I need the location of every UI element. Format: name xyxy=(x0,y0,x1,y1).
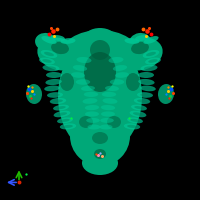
Ellipse shape xyxy=(81,86,95,91)
Ellipse shape xyxy=(46,66,56,70)
Ellipse shape xyxy=(84,92,98,97)
Ellipse shape xyxy=(63,125,73,128)
Ellipse shape xyxy=(60,73,74,91)
Ellipse shape xyxy=(50,94,60,96)
Ellipse shape xyxy=(94,149,106,159)
Ellipse shape xyxy=(140,94,150,96)
Ellipse shape xyxy=(130,111,146,117)
Ellipse shape xyxy=(141,73,151,76)
Ellipse shape xyxy=(88,124,101,130)
Ellipse shape xyxy=(138,72,154,78)
Ellipse shape xyxy=(124,123,140,129)
Ellipse shape xyxy=(90,40,110,60)
Ellipse shape xyxy=(125,38,139,44)
Ellipse shape xyxy=(53,99,63,103)
Ellipse shape xyxy=(133,112,143,116)
Ellipse shape xyxy=(70,106,130,166)
Ellipse shape xyxy=(82,151,118,175)
Ellipse shape xyxy=(50,98,66,104)
Ellipse shape xyxy=(61,38,75,44)
Ellipse shape xyxy=(127,125,137,128)
Ellipse shape xyxy=(137,99,147,103)
Ellipse shape xyxy=(100,118,114,123)
Ellipse shape xyxy=(42,59,52,63)
Ellipse shape xyxy=(35,33,57,51)
Ellipse shape xyxy=(143,50,159,58)
Ellipse shape xyxy=(57,112,67,116)
Ellipse shape xyxy=(109,57,123,63)
Ellipse shape xyxy=(143,87,153,90)
Ellipse shape xyxy=(131,42,149,54)
Ellipse shape xyxy=(102,92,116,97)
Ellipse shape xyxy=(76,79,90,85)
Ellipse shape xyxy=(44,52,54,56)
Ellipse shape xyxy=(158,84,174,104)
Ellipse shape xyxy=(143,36,159,44)
Ellipse shape xyxy=(44,86,60,91)
Ellipse shape xyxy=(57,117,73,123)
Ellipse shape xyxy=(134,98,150,104)
Ellipse shape xyxy=(39,58,55,64)
Ellipse shape xyxy=(146,52,156,56)
Ellipse shape xyxy=(41,50,57,58)
Ellipse shape xyxy=(51,35,65,41)
Ellipse shape xyxy=(129,33,151,51)
Ellipse shape xyxy=(135,35,149,41)
Ellipse shape xyxy=(127,117,143,123)
Ellipse shape xyxy=(26,84,42,104)
Ellipse shape xyxy=(46,72,62,78)
Ellipse shape xyxy=(119,38,163,70)
Ellipse shape xyxy=(103,98,117,104)
Ellipse shape xyxy=(84,52,116,92)
Ellipse shape xyxy=(148,59,158,63)
Ellipse shape xyxy=(110,79,124,85)
Ellipse shape xyxy=(37,38,81,70)
Ellipse shape xyxy=(131,105,147,111)
Ellipse shape xyxy=(130,119,140,122)
Ellipse shape xyxy=(134,106,144,109)
Ellipse shape xyxy=(49,80,59,84)
Ellipse shape xyxy=(56,106,66,109)
Ellipse shape xyxy=(101,111,115,117)
Ellipse shape xyxy=(53,105,69,111)
Ellipse shape xyxy=(47,92,63,98)
Ellipse shape xyxy=(105,86,119,91)
Ellipse shape xyxy=(141,65,157,71)
Ellipse shape xyxy=(60,119,70,122)
Ellipse shape xyxy=(83,98,97,104)
Ellipse shape xyxy=(92,132,108,144)
Ellipse shape xyxy=(141,80,151,84)
Ellipse shape xyxy=(107,116,121,128)
Ellipse shape xyxy=(58,38,142,154)
Ellipse shape xyxy=(54,111,70,117)
Ellipse shape xyxy=(138,79,155,85)
Ellipse shape xyxy=(79,116,93,128)
Ellipse shape xyxy=(73,65,87,71)
Ellipse shape xyxy=(84,28,116,48)
Ellipse shape xyxy=(47,87,57,90)
Ellipse shape xyxy=(145,58,161,64)
Ellipse shape xyxy=(60,30,140,82)
Ellipse shape xyxy=(144,66,154,70)
Ellipse shape xyxy=(85,111,99,117)
Ellipse shape xyxy=(115,72,129,78)
Ellipse shape xyxy=(77,57,91,63)
Ellipse shape xyxy=(49,73,59,76)
Ellipse shape xyxy=(100,124,112,130)
Ellipse shape xyxy=(140,86,156,91)
Ellipse shape xyxy=(51,42,69,54)
Ellipse shape xyxy=(45,79,62,85)
Ellipse shape xyxy=(126,73,140,91)
Ellipse shape xyxy=(86,118,100,123)
Ellipse shape xyxy=(113,65,127,71)
Ellipse shape xyxy=(71,72,85,78)
Ellipse shape xyxy=(137,92,153,98)
Ellipse shape xyxy=(41,36,57,44)
Ellipse shape xyxy=(43,65,59,71)
Ellipse shape xyxy=(85,105,99,110)
Ellipse shape xyxy=(60,123,76,129)
Ellipse shape xyxy=(101,105,115,110)
